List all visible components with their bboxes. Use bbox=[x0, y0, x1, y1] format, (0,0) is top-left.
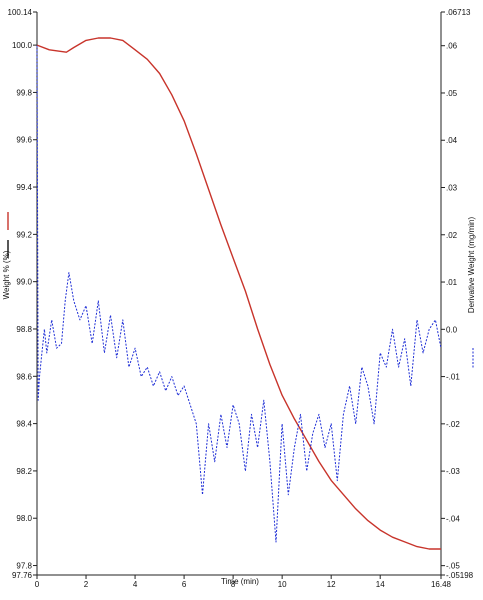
left-y-tick-label: 99.2 bbox=[16, 230, 32, 239]
right-y-tick-label: -.01 bbox=[446, 373, 460, 382]
right-y-tick-label: .03 bbox=[446, 184, 458, 193]
x-axis-label: Time (min) bbox=[221, 577, 259, 586]
left-y-axis-label: Weight % (%) bbox=[2, 250, 11, 299]
left-y-tick-label: 100.14 bbox=[8, 8, 33, 17]
right-y-tick-label: -.04 bbox=[446, 514, 460, 523]
legend bbox=[7, 212, 474, 368]
right-y-tick-label: -.05198 bbox=[446, 571, 474, 580]
chart-axes bbox=[36, 12, 442, 576]
left-y-tick-label: 97.8 bbox=[16, 562, 32, 571]
right-y-tick-label: -.03 bbox=[446, 467, 460, 476]
left-y-tick-label: 99.8 bbox=[16, 88, 32, 97]
right-y-axis-label: Derivative Weight (mg/min) bbox=[467, 217, 476, 314]
right-y-tick-label: .05 bbox=[446, 89, 458, 98]
x-tick-label: 8 bbox=[231, 580, 236, 589]
right-y-tick-label: .06 bbox=[446, 42, 458, 51]
right-y-tick-label: -.05 bbox=[446, 562, 460, 571]
x-tick-label: 10 bbox=[278, 580, 287, 589]
left-y-tick-label: 98.4 bbox=[16, 420, 32, 429]
x-tick-label: 14 bbox=[376, 580, 385, 589]
left-y-tick-label: 99.0 bbox=[16, 278, 32, 287]
right-y-tick-label: -.02 bbox=[446, 420, 460, 429]
right-y-tick-label: .06713 bbox=[446, 8, 471, 17]
left-y-tick-label: 99.4 bbox=[16, 183, 32, 192]
left-y-tick-label: 100.0 bbox=[12, 41, 33, 50]
right-y-tick-label: .02 bbox=[446, 231, 458, 240]
derivative-weight-line bbox=[36, 45, 442, 543]
x-tick-label: 0 bbox=[35, 580, 40, 589]
left-y-tick-label: 98.8 bbox=[16, 325, 32, 334]
x-tick-label: 12 bbox=[327, 580, 336, 589]
right-y-tick-label: .01 bbox=[446, 278, 458, 287]
chart-series bbox=[36, 37, 442, 550]
x-tick-label: 4 bbox=[133, 580, 138, 589]
left-y-tick-label: 97.76 bbox=[12, 571, 33, 580]
left-y-tick-label: 98.0 bbox=[16, 514, 32, 523]
left-y-tick-label: 99.6 bbox=[16, 136, 32, 145]
x-tick-label: 6 bbox=[182, 580, 187, 589]
left-y-tick-label: 98.6 bbox=[16, 372, 32, 381]
left-y-tick-label: 98.2 bbox=[16, 467, 32, 476]
right-y-tick-label: .04 bbox=[446, 136, 458, 145]
right-y-tick-label: 0.0 bbox=[446, 325, 458, 334]
x-tick-label: 2 bbox=[84, 580, 89, 589]
weight-percent-line bbox=[36, 37, 441, 550]
x-tick-label: 16.48 bbox=[431, 580, 452, 589]
